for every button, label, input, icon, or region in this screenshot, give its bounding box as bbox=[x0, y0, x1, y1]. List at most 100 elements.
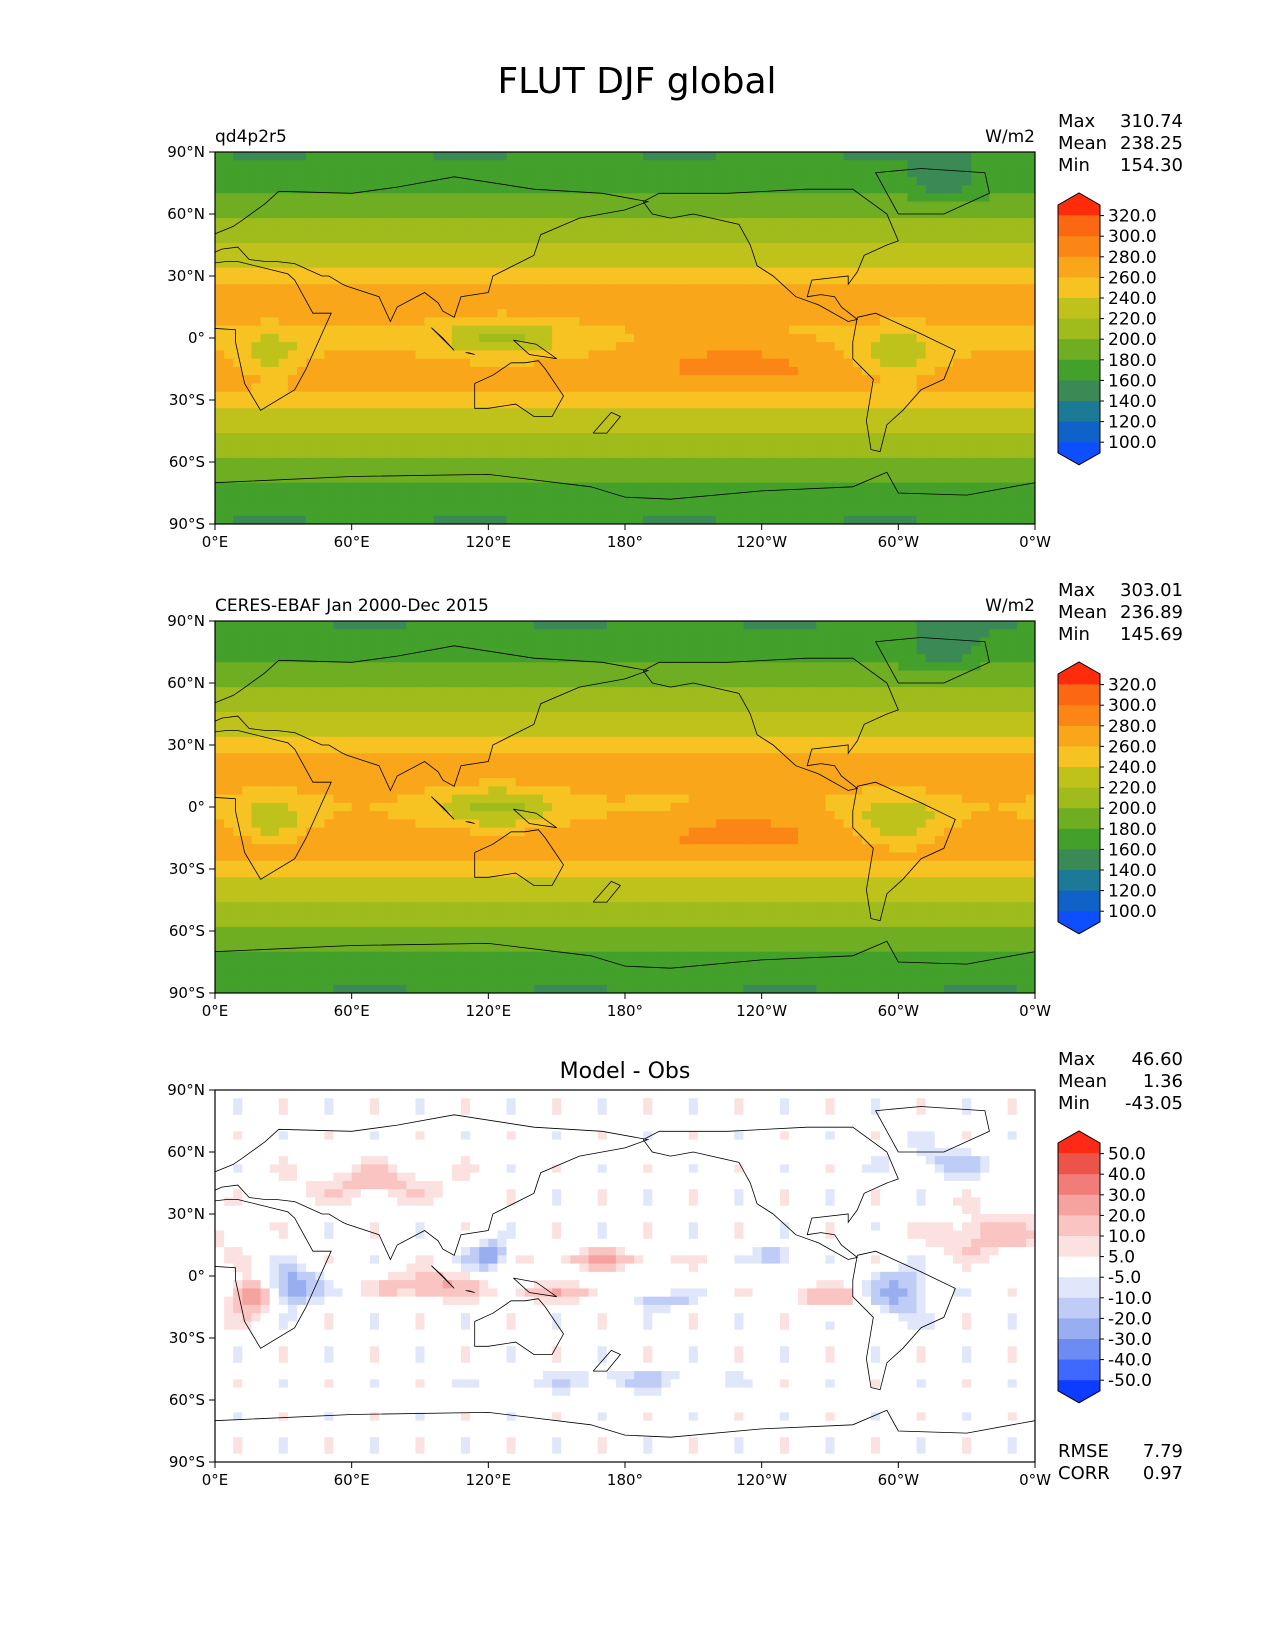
heatmap-cell bbox=[688, 160, 699, 170]
heatmap-cell bbox=[770, 251, 781, 261]
heatmap-cell bbox=[880, 391, 890, 401]
heatmap-cell bbox=[306, 678, 316, 688]
heatmap-cell bbox=[251, 400, 262, 409]
heatmap-cell bbox=[971, 259, 981, 269]
heatmap-cell bbox=[980, 259, 991, 269]
heatmap-cell bbox=[397, 160, 407, 170]
heatmap-cell bbox=[615, 251, 626, 261]
heatmap-cell bbox=[770, 474, 781, 484]
heatmap-cell bbox=[871, 366, 881, 376]
heatmap-cell bbox=[679, 499, 690, 509]
heatmap-cell bbox=[588, 284, 599, 294]
heatmap-cell bbox=[880, 400, 890, 409]
heatmap-cell bbox=[1007, 342, 1018, 351]
heatmap-cell bbox=[779, 284, 790, 294]
heatmap-cell bbox=[825, 259, 836, 269]
heatmap-cell bbox=[388, 267, 398, 277]
heatmap-cell bbox=[533, 441, 544, 451]
heatmap-cell bbox=[625, 193, 635, 203]
heatmap-cell bbox=[306, 276, 316, 285]
heatmap-cell bbox=[925, 152, 936, 161]
heatmap-cell bbox=[233, 449, 243, 459]
heatmap-cell bbox=[424, 333, 435, 343]
heatmap-cell bbox=[360, 662, 371, 672]
heatmap-cell bbox=[716, 309, 726, 318]
map-model bbox=[214, 151, 1036, 525]
heatmap-cell bbox=[442, 333, 453, 343]
heatmap-cell bbox=[898, 621, 909, 630]
heatmap-cell bbox=[488, 433, 499, 442]
heatmap-cell bbox=[606, 621, 617, 630]
heatmap-cell bbox=[880, 342, 890, 351]
heatmap-cell bbox=[461, 499, 471, 509]
heatmap-cell bbox=[606, 251, 617, 261]
heatmap-cell bbox=[625, 317, 635, 327]
heatmap-cell bbox=[278, 251, 289, 261]
heatmap-cell bbox=[880, 449, 890, 459]
heatmap-cell bbox=[470, 152, 480, 161]
heatmap-cell bbox=[943, 457, 954, 467]
heatmap-cell bbox=[360, 152, 371, 161]
heatmap-cell bbox=[297, 499, 307, 509]
heatmap-cell bbox=[697, 259, 708, 269]
heatmap-cell bbox=[278, 662, 289, 672]
heatmap-cell bbox=[497, 152, 508, 161]
heatmap-cell bbox=[789, 482, 799, 492]
heatmap-cell bbox=[397, 218, 407, 227]
heatmap-cell bbox=[1016, 284, 1027, 294]
heatmap-cell bbox=[679, 309, 690, 318]
heatmap-cell bbox=[871, 515, 881, 524]
heatmap-cell bbox=[415, 152, 426, 161]
heatmap-cell bbox=[406, 366, 417, 376]
heatmap-cell bbox=[889, 292, 899, 302]
heatmap-cell bbox=[433, 499, 444, 509]
heatmap-cell bbox=[351, 185, 362, 194]
heatmap-cell bbox=[242, 160, 253, 170]
heatmap-cell bbox=[625, 251, 635, 261]
heatmap-cell bbox=[807, 629, 817, 639]
heatmap-cell bbox=[597, 152, 608, 161]
heatmap-cell bbox=[597, 629, 608, 639]
heatmap-cell bbox=[242, 168, 253, 178]
heatmap-cell bbox=[433, 629, 444, 639]
heatmap-cell bbox=[652, 325, 663, 335]
heatmap-cell bbox=[297, 242, 307, 252]
heatmap-cell bbox=[606, 226, 617, 236]
heatmap-cell bbox=[524, 366, 535, 376]
heatmap-cell bbox=[242, 209, 253, 219]
heatmap-cell bbox=[397, 499, 407, 509]
heatmap-cell bbox=[615, 350, 626, 360]
heatmap-cell bbox=[497, 276, 508, 285]
heatmap-cell bbox=[479, 474, 489, 484]
heatmap-cell bbox=[953, 251, 963, 261]
heatmap-cell bbox=[606, 284, 617, 294]
heatmap-cell bbox=[834, 490, 845, 500]
heatmap-cell bbox=[880, 457, 890, 467]
heatmap-cell bbox=[962, 482, 972, 492]
heatmap-cell bbox=[506, 375, 517, 385]
heatmap-cell bbox=[1007, 350, 1018, 360]
heatmap-cell bbox=[652, 645, 663, 655]
heatmap-cell bbox=[397, 645, 407, 655]
heatmap-cell bbox=[515, 276, 526, 285]
heatmap-cell bbox=[843, 637, 854, 647]
heatmap-cell bbox=[697, 317, 708, 327]
heatmap-cell bbox=[697, 621, 708, 630]
heatmap-cell bbox=[224, 433, 234, 442]
heatmap-cell bbox=[688, 267, 699, 277]
heatmap-cell bbox=[597, 267, 608, 277]
heatmap-cell bbox=[379, 515, 389, 524]
heatmap-cell bbox=[515, 499, 526, 509]
heatmap-cell bbox=[670, 408, 681, 418]
heatmap-cell bbox=[369, 391, 380, 401]
heatmap-cell bbox=[424, 482, 435, 492]
heatmap-cell bbox=[306, 637, 316, 647]
heatmap-cell bbox=[415, 629, 426, 639]
heatmap-cell bbox=[852, 621, 863, 630]
heatmap-cell bbox=[451, 637, 462, 647]
heatmap-cell bbox=[360, 226, 371, 236]
heatmap-cell bbox=[470, 226, 480, 236]
heatmap-cell bbox=[834, 637, 845, 647]
heatmap-cell bbox=[315, 441, 325, 451]
heatmap-cell bbox=[433, 226, 444, 236]
